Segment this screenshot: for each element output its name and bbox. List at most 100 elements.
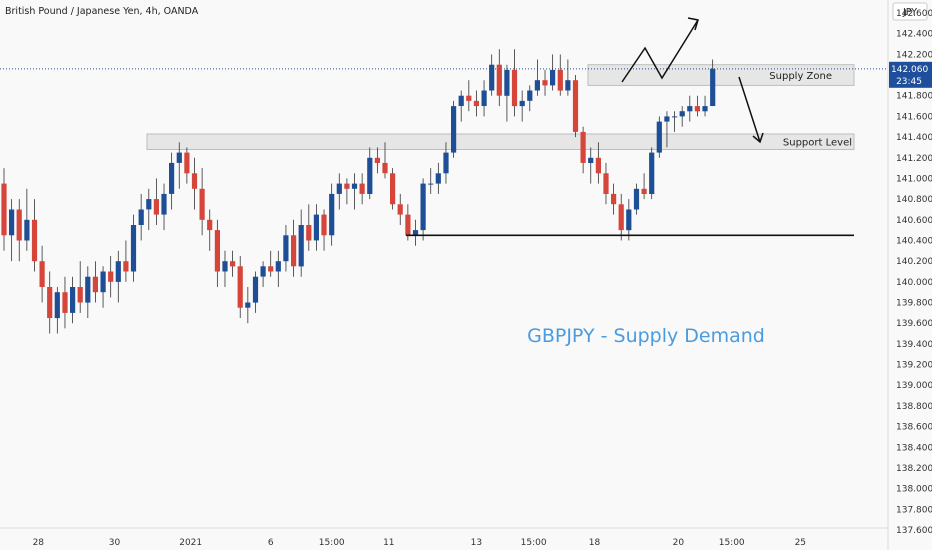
candle[interactable] — [595, 142, 601, 184]
candle[interactable] — [405, 204, 411, 241]
candle[interactable] — [39, 245, 45, 303]
candle[interactable] — [77, 261, 83, 313]
candle[interactable] — [313, 204, 319, 251]
candle[interactable] — [527, 85, 533, 112]
candle[interactable] — [16, 199, 22, 262]
candle[interactable] — [146, 188, 152, 231]
candle[interactable] — [24, 188, 30, 251]
candle[interactable] — [329, 183, 335, 246]
candle[interactable] — [336, 173, 342, 210]
candle[interactable] — [633, 183, 640, 215]
candle[interactable] — [47, 271, 53, 334]
candle[interactable] — [519, 90, 525, 122]
candle[interactable] — [557, 54, 563, 96]
candle[interactable] — [473, 90, 479, 117]
candle[interactable] — [100, 266, 106, 308]
candle[interactable] — [31, 199, 38, 272]
candle[interactable] — [230, 250, 236, 277]
candle[interactable] — [199, 168, 205, 236]
candle[interactable] — [420, 178, 426, 241]
candle[interactable] — [534, 59, 540, 96]
price-axis[interactable]: 142.600142.400142.200142.000141.800141.6… — [896, 9, 932, 536]
candle[interactable] — [169, 152, 175, 210]
supply-zone[interactable] — [587, 64, 855, 86]
candle[interactable] — [603, 162, 609, 205]
candle[interactable] — [572, 75, 579, 138]
candle[interactable] — [1, 168, 7, 251]
candle[interactable] — [611, 183, 617, 215]
candle[interactable] — [54, 287, 60, 334]
candle[interactable] — [92, 261, 98, 303]
candle[interactable] — [161, 183, 167, 231]
candle[interactable] — [374, 147, 380, 174]
candle[interactable] — [649, 147, 655, 200]
candle[interactable] — [443, 142, 449, 184]
candle[interactable] — [664, 111, 670, 148]
candle[interactable] — [260, 261, 266, 287]
candle[interactable] — [252, 271, 259, 313]
candle[interactable] — [351, 173, 358, 210]
candle[interactable] — [687, 95, 693, 122]
candle[interactable] — [207, 209, 213, 251]
candle[interactable] — [550, 54, 556, 91]
candle[interactable] — [222, 250, 228, 287]
candle[interactable] — [344, 178, 350, 205]
candle[interactable] — [367, 147, 373, 200]
candle[interactable] — [283, 225, 289, 272]
candle[interactable] — [62, 276, 68, 329]
candle[interactable] — [176, 142, 182, 189]
candle[interactable] — [618, 193, 624, 241]
candle[interactable] — [694, 95, 700, 117]
candle[interactable] — [412, 219, 419, 246]
candle[interactable] — [672, 111, 678, 132]
candle[interactable] — [428, 168, 434, 194]
candle[interactable] — [298, 209, 304, 277]
candle[interactable] — [108, 256, 114, 298]
candle[interactable] — [9, 199, 15, 262]
candle[interactable] — [542, 69, 548, 96]
candle[interactable] — [321, 209, 327, 251]
candle[interactable] — [184, 147, 190, 184]
candle[interactable] — [565, 59, 571, 96]
candle[interactable] — [626, 199, 632, 241]
time-axis[interactable]: 28 30 2021 6 15:00 11 13 15:00 18 20 15:00 25 — [33, 538, 806, 548]
candle[interactable] — [641, 173, 647, 200]
candle[interactable] — [397, 193, 403, 225]
candle[interactable] — [214, 219, 220, 287]
candle[interactable] — [496, 49, 502, 107]
candle[interactable] — [275, 250, 281, 287]
candle[interactable] — [580, 126, 586, 174]
candle[interactable] — [123, 240, 129, 282]
candle[interactable] — [130, 214, 137, 282]
candle[interactable] — [291, 219, 297, 277]
candle[interactable] — [306, 204, 312, 251]
support-zone[interactable] — [146, 133, 855, 150]
candle[interactable] — [268, 250, 274, 277]
candle[interactable] — [115, 250, 121, 303]
candle[interactable] — [237, 256, 243, 318]
candle[interactable] — [390, 168, 396, 210]
candle[interactable] — [435, 162, 441, 194]
candle[interactable] — [466, 80, 472, 112]
currency-box[interactable] — [892, 2, 928, 21]
candle[interactable] — [511, 49, 518, 117]
candle[interactable] — [153, 178, 159, 225]
candle[interactable] — [191, 157, 198, 210]
candle[interactable] — [679, 106, 685, 127]
candle[interactable] — [382, 142, 388, 179]
candle[interactable] — [70, 276, 76, 324]
candle[interactable] — [702, 95, 708, 117]
candle[interactable] — [359, 173, 365, 205]
candle[interactable] — [504, 64, 510, 122]
candle[interactable] — [245, 287, 251, 324]
candle[interactable] — [710, 59, 716, 107]
candle[interactable] — [489, 54, 495, 96]
candle[interactable] — [451, 100, 457, 158]
candle[interactable] — [481, 80, 487, 117]
candle[interactable] — [458, 90, 464, 122]
candle[interactable] — [656, 116, 662, 158]
candle[interactable] — [138, 193, 144, 241]
candle[interactable] — [85, 266, 91, 318]
candle[interactable] — [588, 147, 594, 184]
